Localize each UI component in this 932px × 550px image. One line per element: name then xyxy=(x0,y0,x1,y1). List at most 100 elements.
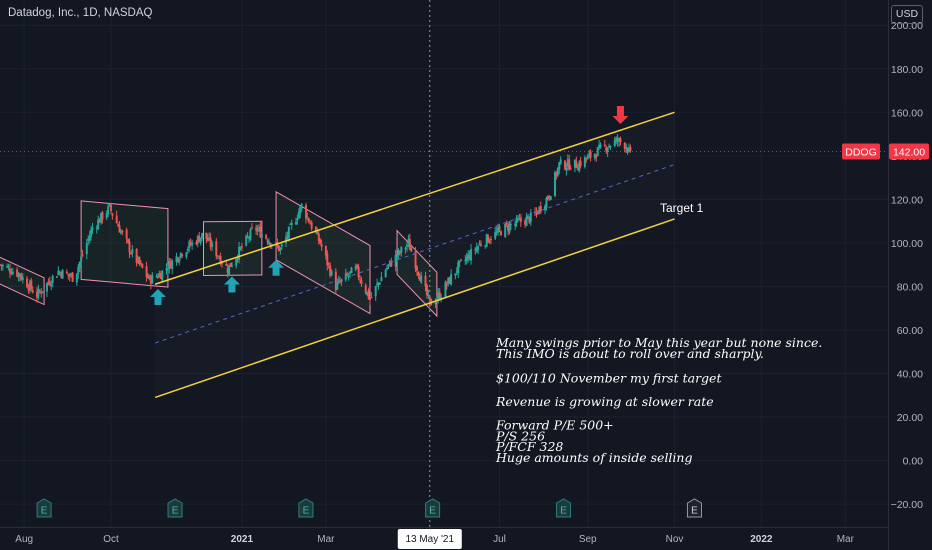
candle-body xyxy=(555,172,558,177)
candle-body xyxy=(605,147,608,152)
candle-body xyxy=(249,229,252,240)
candle-body xyxy=(337,280,340,283)
candle-body xyxy=(595,156,598,158)
candle-body xyxy=(267,241,270,245)
candle-body xyxy=(70,274,73,276)
candle-body xyxy=(505,223,508,225)
candle-body xyxy=(61,269,64,279)
candle-body xyxy=(151,274,154,284)
candle-body xyxy=(447,277,450,284)
earnings-icon[interactable] xyxy=(425,498,441,518)
candles xyxy=(0,133,632,308)
earnings-icon[interactable] xyxy=(36,498,52,518)
candle-body xyxy=(216,255,219,257)
candle-body xyxy=(198,236,201,243)
candle-body xyxy=(176,257,179,262)
candle-body xyxy=(609,146,612,148)
candle-body xyxy=(228,265,231,276)
candle-body xyxy=(445,284,448,286)
price-tick-label: −20.00 xyxy=(891,499,924,511)
candle-body xyxy=(376,283,379,286)
candle-body xyxy=(494,231,497,239)
candle-body xyxy=(573,159,576,168)
candle-body xyxy=(598,144,601,149)
candle-body xyxy=(138,257,141,265)
candle-body xyxy=(528,216,531,223)
candle-body xyxy=(178,259,181,263)
candle-body xyxy=(58,271,61,273)
candle-body xyxy=(455,271,458,273)
candle-body xyxy=(110,204,112,212)
candle-body xyxy=(171,260,174,270)
candle-body xyxy=(524,220,527,225)
candle-body xyxy=(158,273,161,278)
earnings-icon[interactable] xyxy=(556,498,572,518)
candle-body xyxy=(339,281,342,283)
candle-body xyxy=(88,236,91,241)
candle-body xyxy=(559,159,562,164)
candle-body xyxy=(364,285,367,294)
candle-body xyxy=(239,247,242,249)
earnings-icon[interactable] xyxy=(298,498,314,518)
price-axis: 200.00180.00160.00140.00120.00100.0080.0… xyxy=(842,0,932,550)
candle-body xyxy=(404,247,407,250)
candle-body xyxy=(37,288,40,297)
crosshair-date-box xyxy=(397,529,462,549)
candle-body xyxy=(119,230,122,234)
candle-body xyxy=(603,144,606,146)
candle-body xyxy=(566,159,569,167)
candle-body xyxy=(356,264,359,268)
candle-body xyxy=(623,142,626,149)
candle-body xyxy=(186,249,189,251)
candle-body xyxy=(259,226,262,238)
candle-body xyxy=(458,260,461,263)
candle-body xyxy=(30,280,33,290)
candle-body xyxy=(424,275,427,287)
time-tick-label: Oct xyxy=(103,534,119,545)
candle-body xyxy=(539,206,542,212)
candle-body xyxy=(515,217,518,224)
candle-body xyxy=(370,296,373,298)
candle-body xyxy=(327,263,330,265)
candle-body xyxy=(275,242,278,244)
candle-body xyxy=(326,253,329,266)
candle-body xyxy=(357,266,360,278)
time-tick-label: Jul xyxy=(493,534,506,545)
candle-body xyxy=(408,239,411,250)
candle-body xyxy=(279,247,282,251)
candle-body xyxy=(205,232,208,239)
candle-body xyxy=(427,294,430,296)
candle-body xyxy=(497,227,500,233)
candle-body xyxy=(139,263,142,265)
earnings-icon[interactable] xyxy=(167,498,183,518)
candle-body xyxy=(235,258,238,266)
candle-body xyxy=(31,290,34,293)
candle-body xyxy=(286,235,289,237)
currency-button[interactable]: USD xyxy=(891,5,923,24)
candle-body xyxy=(188,241,191,249)
candle-body xyxy=(437,293,440,299)
candle-body xyxy=(0,264,3,266)
arrows xyxy=(149,106,629,306)
candle-body xyxy=(589,151,592,158)
candle-body xyxy=(467,254,470,259)
candle-body xyxy=(230,265,233,267)
candle-body xyxy=(606,148,609,153)
time-axis: Aug Oct 2021 Mar Jul Sep Nov 2022 Mar 13 May '21 xyxy=(0,528,888,550)
candle-body xyxy=(258,227,260,229)
candle-body xyxy=(111,213,114,216)
candle-body xyxy=(266,240,269,243)
candle-body xyxy=(127,239,130,243)
candle-body xyxy=(410,248,413,252)
candle-body xyxy=(36,291,38,298)
earnings-icon[interactable] xyxy=(686,498,702,518)
candle-body xyxy=(57,270,60,275)
candle-body xyxy=(175,256,178,262)
trend-channel xyxy=(154,111,675,399)
candle-body xyxy=(529,212,532,222)
candle-body xyxy=(340,279,343,282)
candle-body xyxy=(616,138,619,142)
candle-body xyxy=(107,206,110,215)
candle-body xyxy=(208,237,211,240)
